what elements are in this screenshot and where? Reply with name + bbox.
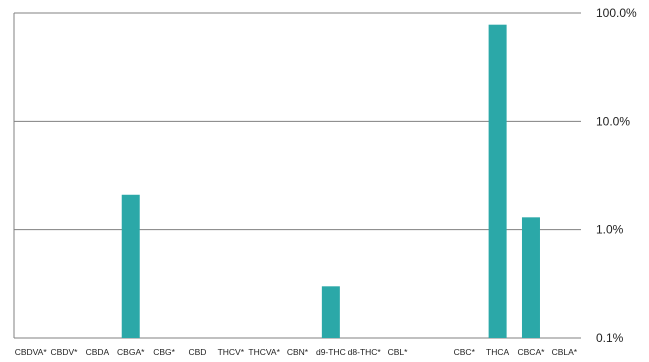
y-tick-label: 1.0%	[596, 223, 624, 237]
x-tick-label: CBLA*	[552, 347, 578, 357]
x-tick-label: d8-THC*	[348, 347, 382, 357]
x-tick-label: CBD	[188, 347, 206, 357]
x-tick-label: THCV*	[218, 347, 245, 357]
bar	[121, 194, 140, 338]
x-axis-category-labels: CBDVA* CBDV* CBDA CBGA* CBG* CBD THCV* THCVA* CB…	[15, 347, 578, 357]
bar	[488, 24, 507, 338]
x-tick-label: CBG*	[153, 347, 175, 357]
x-tick-label: CBL*	[388, 347, 409, 357]
x-tick-label: THCVA*	[248, 347, 280, 357]
y-tick-label: 0.1%	[596, 331, 624, 345]
x-tick-label: CBC*	[454, 347, 476, 357]
y-axis-tick-labels: 100.0% 10.0% 1.0% 0.1%	[596, 6, 637, 345]
y-tick-label: 10.0%	[596, 114, 630, 128]
x-tick-label: CBCA*	[518, 347, 546, 357]
x-tick-label: CBGA*	[117, 347, 145, 357]
x-tick-label: CBN*	[287, 347, 309, 357]
x-tick-label: CBDA	[86, 347, 110, 357]
y-tick-label: 100.0%	[596, 6, 637, 20]
x-tick-label: THCA	[486, 347, 509, 357]
gridlines	[13, 12, 581, 339]
x-tick-label: d9-THC	[316, 347, 346, 357]
bar	[321, 286, 340, 338]
x-tick-label: CBDVA*	[15, 347, 48, 357]
bars	[121, 24, 540, 338]
x-tick-label: CBDV*	[51, 347, 79, 357]
bar	[521, 217, 540, 338]
